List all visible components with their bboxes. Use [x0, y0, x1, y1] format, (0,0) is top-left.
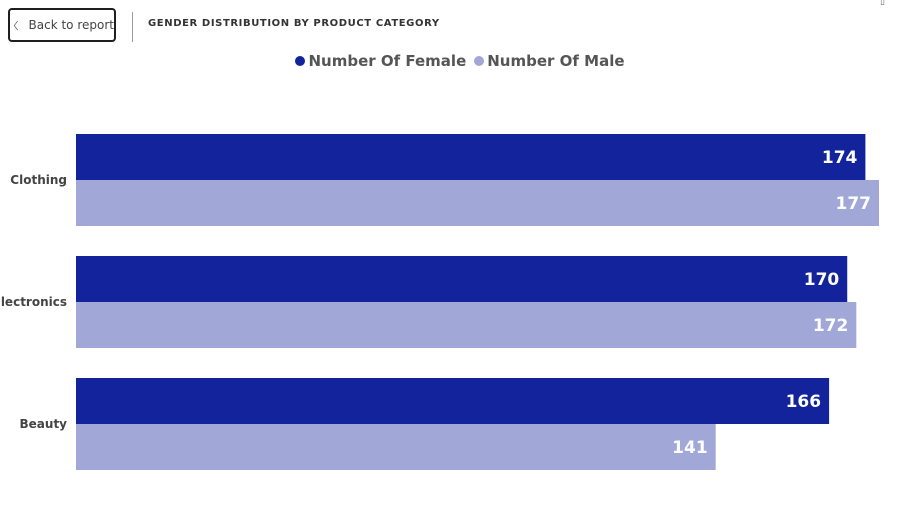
data-label-electronics-female: 170	[804, 270, 840, 290]
data-label-clothing-male: 177	[836, 194, 872, 214]
options-icon[interactable]: ▯	[880, 0, 885, 7]
legend-label-female: Number Of Female	[308, 52, 467, 70]
header-divider	[132, 12, 133, 42]
chart-legend: Number Of Female Number Of Male	[0, 52, 920, 70]
back-button-label: Back to report	[28, 18, 114, 32]
category-label-clothing: Clothing	[10, 173, 67, 187]
bar-clothing-female[interactable]	[76, 134, 866, 180]
chevron-left-icon	[13, 20, 18, 31]
category-label-electronics: Electronics	[0, 295, 67, 309]
bar-clothing-male[interactable]	[76, 180, 879, 226]
data-label-electronics-male: 172	[813, 316, 849, 336]
bar-electronics-male[interactable]	[76, 302, 857, 348]
page-title: GENDER DISTRIBUTION BY PRODUCT CATEGORY	[148, 18, 440, 29]
data-label-beauty-female: 166	[786, 392, 822, 412]
data-label-clothing-female: 174	[822, 148, 858, 168]
back-to-report-button[interactable]: Back to report	[8, 8, 116, 42]
bar-beauty-male[interactable]	[76, 424, 716, 470]
data-label-beauty-male: 141	[672, 438, 708, 458]
bar-beauty-female[interactable]	[76, 378, 830, 424]
legend-dot-male	[474, 56, 485, 66]
legend-item-male[interactable]: Number Of Male	[474, 52, 625, 70]
category-label-beauty: Beauty	[20, 417, 68, 431]
legend-item-female[interactable]: Number Of Female	[295, 52, 466, 70]
legend-dot-female	[295, 56, 306, 66]
bar-electronics-female[interactable]	[76, 256, 848, 302]
legend-label-male: Number Of Male	[487, 52, 625, 70]
